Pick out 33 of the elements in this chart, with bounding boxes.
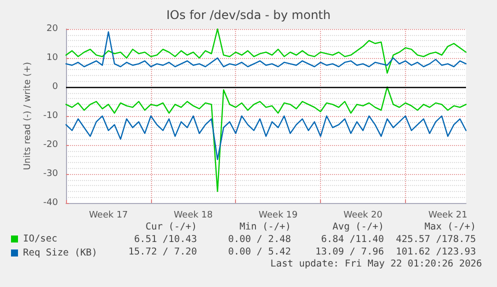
x-tick-label: Week 19 xyxy=(258,210,298,220)
x-tick-label: Week 18 xyxy=(174,210,214,220)
y-axis-title: Units read (-) / write (+) xyxy=(22,62,33,170)
line-series xyxy=(65,31,467,68)
y-tick-label: 10 xyxy=(46,53,58,63)
text: 6.84 /11.40 xyxy=(321,234,384,245)
text: Max (-/+) xyxy=(424,222,476,232)
y-tick-label: 20 xyxy=(46,24,58,34)
text: 6.51 /10.43 xyxy=(134,234,197,245)
text: Min (-/+) xyxy=(240,222,291,232)
text: Cur (-/+) xyxy=(146,222,197,232)
x-tick-label: Week 21 xyxy=(428,210,468,220)
text: 425.57 /178.75 xyxy=(396,234,476,245)
text: 0.00 / 2.48 xyxy=(228,234,292,245)
y-tick-label: -20 xyxy=(43,140,58,150)
y-tick-label: -30 xyxy=(43,169,58,179)
text: 101.62 /123.93 xyxy=(396,246,476,258)
text: 13.09 / 7.96 xyxy=(315,246,384,258)
y-tick-label: -10 xyxy=(43,111,58,121)
x-tick-label: Week 17 xyxy=(88,210,128,220)
x-tick-label: Week 20 xyxy=(343,210,383,220)
line-series xyxy=(65,115,467,160)
text: 0.00 / 5.42 xyxy=(228,246,291,258)
legend-label: IO/sec xyxy=(23,234,58,244)
text: Last update: Fri May 22 01:20:26 2026 xyxy=(270,258,482,270)
line-series xyxy=(65,86,467,192)
line-series xyxy=(65,28,467,74)
legend-label: Req Size (KB) xyxy=(23,248,98,258)
chart-title: IOs for /dev/sda - by month xyxy=(166,8,331,22)
text: Avg (-/+) xyxy=(332,222,384,232)
y-tick-label: -40 xyxy=(43,198,58,208)
y-tick-label: 0 xyxy=(52,82,58,92)
text: 15.72 / 7.20 xyxy=(128,246,198,258)
